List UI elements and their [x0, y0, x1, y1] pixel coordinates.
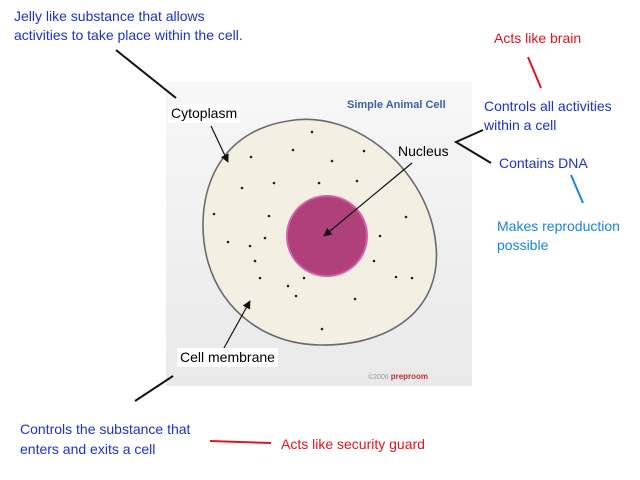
- brain-connector: [527, 56, 542, 89]
- nucleus-controls-line1: Controls all activities: [484, 98, 612, 114]
- nucleus-shape: [286, 195, 368, 277]
- cytoplasm-label: Cytoplasm: [168, 104, 241, 123]
- cytoplasm-arrow: [210, 125, 229, 163]
- dna-reproduction-line1: Makes reproduction: [497, 218, 620, 234]
- nucleus-controls-line2: within a cell: [484, 117, 557, 133]
- diagram-credit: ©2006 preproom: [368, 372, 428, 381]
- nucleus-label: Nucleus: [398, 143, 449, 159]
- membrane-description-line1: Controls the substance that: [20, 421, 191, 437]
- membrane-description-line2: enters and exits a cell: [20, 441, 156, 457]
- nucleus-arrow: [323, 162, 413, 237]
- membrane-connector: [134, 375, 174, 402]
- cytoplasm-description-line1: Jelly like substance that allows: [14, 8, 205, 24]
- dna-connector: [570, 174, 584, 204]
- diagram-title: Simple Animal Cell: [347, 99, 446, 111]
- nucleus-bracket: [453, 129, 492, 164]
- nucleus-dna-label: Contains DNA: [499, 155, 588, 171]
- credit-year: ©2006: [368, 374, 389, 381]
- guard-connector: [209, 440, 272, 444]
- membrane-guard-analogy: Acts like security guard: [281, 436, 425, 452]
- membrane-arrow: [223, 300, 251, 349]
- organelle-dots: [212, 130, 414, 331]
- nucleus-brain-analogy: Acts like brain: [494, 30, 582, 46]
- cell-membrane-label: Cell membrane: [177, 348, 278, 367]
- credit-brand: preproom: [390, 372, 429, 381]
- dna-reproduction-line2: possible: [497, 237, 549, 253]
- cytoplasm-description-line2: activities to take place within the cell…: [14, 27, 243, 43]
- cytoplasm-connector: [115, 49, 177, 99]
